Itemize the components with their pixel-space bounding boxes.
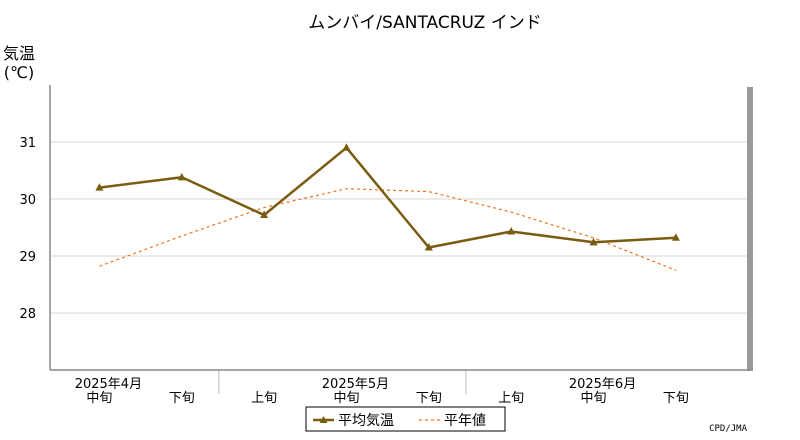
y-axis-label-line1: 気温 [3, 44, 35, 63]
grid-lines [50, 141, 747, 314]
x-tick-label-4: 下旬 [416, 391, 442, 406]
series-0-point-4 [424, 242, 433, 251]
y-axis-label-line2: (℃) [4, 63, 34, 82]
x-month-label-1: 2025年5月 [322, 377, 389, 392]
series-0-point-6 [589, 237, 598, 246]
x-tick-label-6: 中旬 [581, 391, 607, 406]
series-0-point-5 [507, 226, 516, 235]
y-tick-label-29: 29 [19, 250, 36, 265]
x-tick-label-7: 下旬 [663, 391, 689, 406]
x-axis: 中旬 下旬 上旬 中旬 下旬 上旬 中旬 下旬 2025年4月 2025年5月 2025年6月 [75, 370, 689, 406]
chart-title: ムンバイ/SANTACRUZ インド [308, 13, 541, 33]
series-0-point-1 [177, 172, 186, 181]
y-tick-labels: 28 29 30 31 [19, 136, 36, 322]
plot-shadow [747, 87, 753, 371]
x-tick-label-3: 中旬 [333, 391, 359, 406]
x-tick-label-0: 中旬 [86, 391, 112, 406]
y-tick-label-28: 28 [19, 307, 36, 322]
y-tick-label-30: 30 [19, 193, 36, 208]
series-0-point-0 [95, 183, 104, 191]
credit-label: CPD/JMA [709, 424, 748, 434]
series-0-point-2 [260, 210, 269, 218]
series-line-0 [99, 146, 676, 249]
y-tick-label-31: 31 [19, 136, 36, 151]
series-0-point-3 [342, 143, 351, 151]
x-tick-label-5: 上旬 [498, 391, 524, 406]
legend-marker-avg [319, 416, 328, 423]
x-tick-label-2: 上旬 [251, 391, 277, 406]
series-lines [95, 143, 680, 271]
legend-box [305, 406, 506, 432]
x-month-label-2: 2025年6月 [569, 377, 636, 392]
x-tick-label-1: 下旬 [169, 391, 195, 406]
x-month-label-0: 2025年4月 [75, 377, 142, 392]
legend: 平均気温 平年値 [305, 406, 506, 432]
series-line-1 [99, 188, 677, 271]
legend-label-normal: 平年値 [444, 413, 486, 429]
legend-label-avg: 平均気温 [338, 413, 394, 429]
plot-frame [50, 85, 753, 371]
series-0-point-7 [671, 233, 680, 241]
plot-background [50, 85, 747, 370]
